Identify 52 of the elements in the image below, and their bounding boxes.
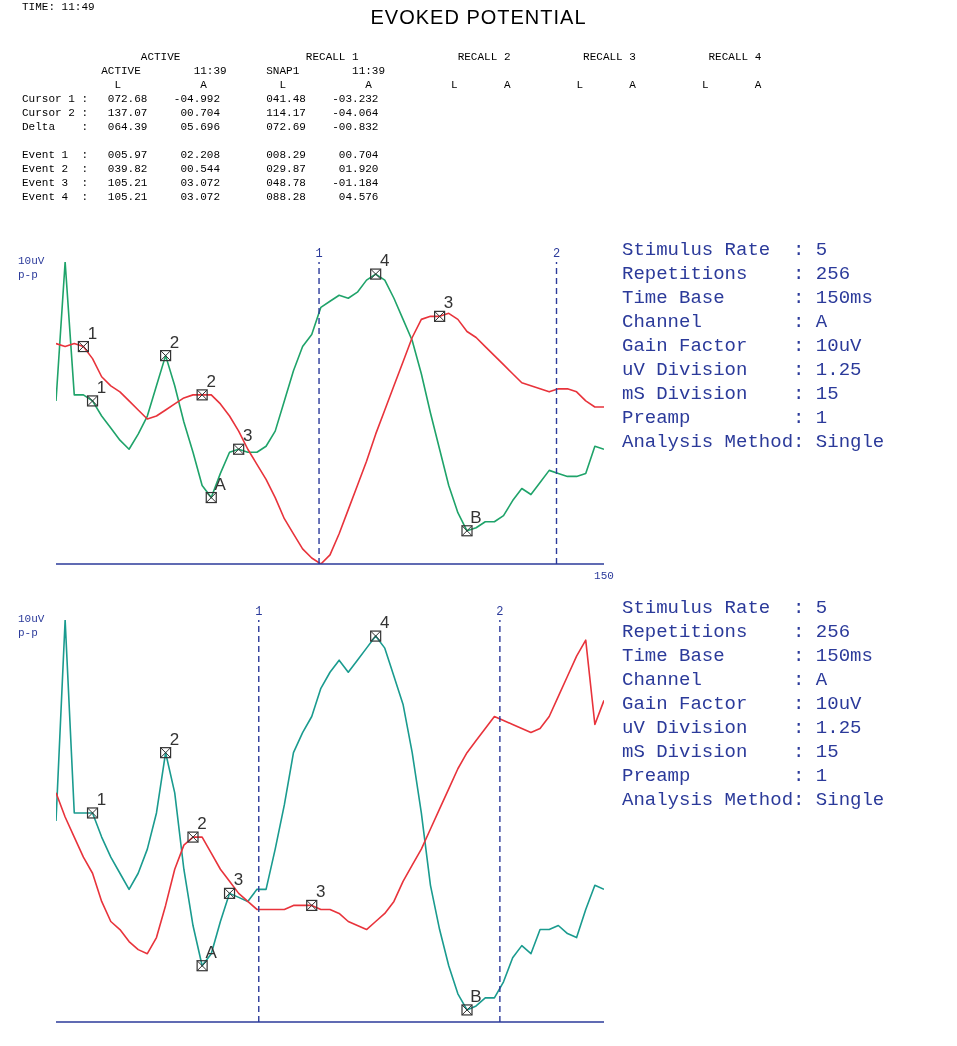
y-axis-title: 10uV p-p [18,612,46,640]
text: 150 [594,570,614,582]
text: uV Division : 1.25 [622,358,863,382]
text: mS Division : 15 [622,740,840,764]
text: Cursor 2 : 137.07 00.704 114.17 -04.064 [22,106,380,120]
text: Analysis Method: Single [622,788,885,812]
annotation: 3 [233,870,244,890]
annotation: 1 [96,377,107,397]
text: 2 [496,605,504,619]
text: 2 [552,247,561,261]
annotation: 2 [169,729,180,749]
annotation: 4 [379,251,390,271]
text: L A L A L A L A L A [113,78,762,92]
text: Time Base : 150ms [622,286,874,310]
annotation: 2 [169,332,180,352]
text: Time Base : 150ms [622,644,874,668]
text: Gain Factor : 10uV [622,692,863,716]
text: EVOKED POTENTIAL [370,6,587,28]
text: Gain Factor : 10uV [622,334,863,358]
text: Stimulus Rate : 5 [622,238,829,262]
text: Channel : A [622,310,829,334]
annotation: 3 [316,882,326,902]
annotation: 2 [206,371,216,391]
text: Stimulus Rate : 5 [622,596,829,620]
text: 1 [255,605,263,619]
text: Delta : 064.39 05.696 072.69 -00.832 [22,120,380,134]
text: Repetitions : 256 [622,262,852,286]
text: Analysis Method: Single [622,430,885,454]
text: Cursor 1 : 072.68 -04.992 041.48 -03.232 [22,92,380,106]
text: ACTIVE RECALL 1 RECALL 2 RECALL 3 RECALL 4 [139,50,762,64]
text: Event 1 : 005.97 02.208 008.29 00.704 [22,148,380,162]
text: 1 [315,247,323,261]
text: TIME: 11:49 [22,1,95,13]
annotation: 4 [379,613,390,633]
annotation: 3 [242,426,253,446]
text: Event 4 : 105.21 03.072 088.28 04.576 [22,190,380,204]
text: Preamp : 1 [622,406,829,430]
annotation: 1 [96,789,107,809]
annotation: 1 [87,323,98,343]
text: mS Division : 15 [622,382,840,406]
text: Channel : A [622,668,829,692]
annotation: 2 [197,814,207,834]
annotation: 3 [443,293,454,313]
y-axis-title: 10uV p-p [18,254,46,282]
text: uV Division : 1.25 [622,716,863,740]
annotation: B [470,507,482,527]
text: Preamp : 1 [622,764,829,788]
text: Event 3 : 105.21 03.072 048.78 -01.184 [22,176,380,190]
text: Event 2 : 039.82 00.544 029.87 01.920 [22,162,380,176]
text: ACTIVE 11:39 SNAP1 11:39 [100,64,387,78]
text: Repetitions : 256 [622,620,852,644]
annotation: B [470,986,482,1006]
